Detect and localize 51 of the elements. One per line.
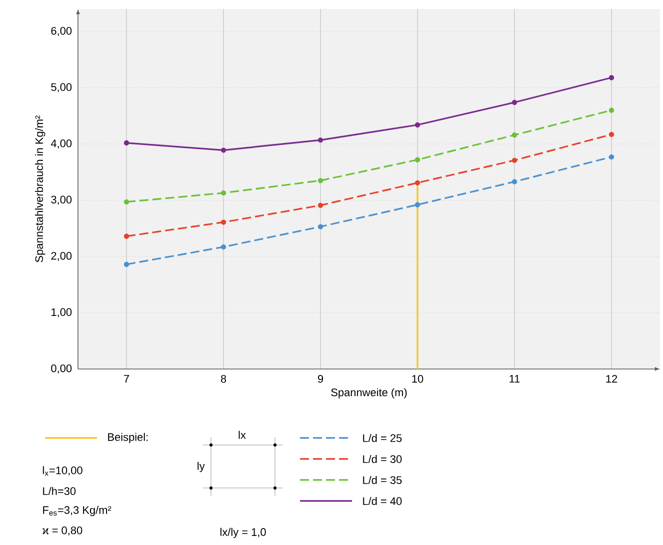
y-tick-label: 0,00 [51, 364, 72, 374]
y-axis-title: Spannstahlverbrauch in Kg/m² [34, 116, 46, 262]
y-tick-label: 5,00 [51, 83, 72, 92]
x-tick-label: 9 [318, 374, 324, 383]
point [124, 199, 130, 205]
legend-label: L/d = 30 [363, 454, 402, 464]
point [608, 108, 614, 113]
point [220, 190, 226, 196]
x-tick-label: 8 [220, 374, 226, 383]
point [318, 202, 324, 208]
y-tick-label: 3,00 [51, 196, 72, 205]
point [124, 234, 130, 239]
point [608, 154, 614, 160]
point [608, 75, 614, 80]
legend-label: L/d = 25 [363, 434, 402, 442]
point [318, 137, 324, 143]
point [512, 158, 518, 163]
point [318, 178, 324, 184]
text: ϰ = 0,80 [42, 526, 82, 536]
x-tick-label: 12 [606, 374, 618, 383]
x-tick-label: 11 [510, 374, 520, 382]
text: lx [238, 430, 246, 439]
x-tick-label: 10 [412, 374, 424, 383]
y-tick-label: 2,00 [51, 252, 72, 262]
y-tick-label: 6,00 [51, 26, 72, 36]
point [608, 132, 614, 138]
point [414, 157, 420, 162]
point [512, 179, 518, 184]
point [220, 244, 226, 250]
text: F$_{es}$=3,3 Kg/m² [43, 506, 112, 516]
point [512, 100, 518, 105]
x-tick-label: 7 [124, 374, 130, 382]
point [124, 140, 130, 146]
legend-label: L/d = 35 [363, 476, 402, 484]
point [124, 262, 130, 267]
point [414, 122, 420, 128]
y-tick-label: 4,00 [50, 139, 72, 149]
text: l$_{x}$=10,00 [42, 466, 82, 476]
point [414, 180, 420, 186]
point [220, 220, 226, 225]
y-tick-label: 1,00 [52, 308, 72, 318]
legend-label: L/d = 40 [363, 496, 402, 506]
text: L/h=30 [43, 486, 76, 496]
point [512, 132, 518, 138]
x-axis-title: Spannweite (m) [331, 388, 407, 398]
legend-label: Beispiel: [108, 432, 148, 444]
point [318, 224, 324, 230]
point [414, 202, 420, 208]
text: lx/ly = 1,0 [220, 528, 266, 538]
point [220, 148, 226, 153]
text: ly [198, 462, 205, 472]
